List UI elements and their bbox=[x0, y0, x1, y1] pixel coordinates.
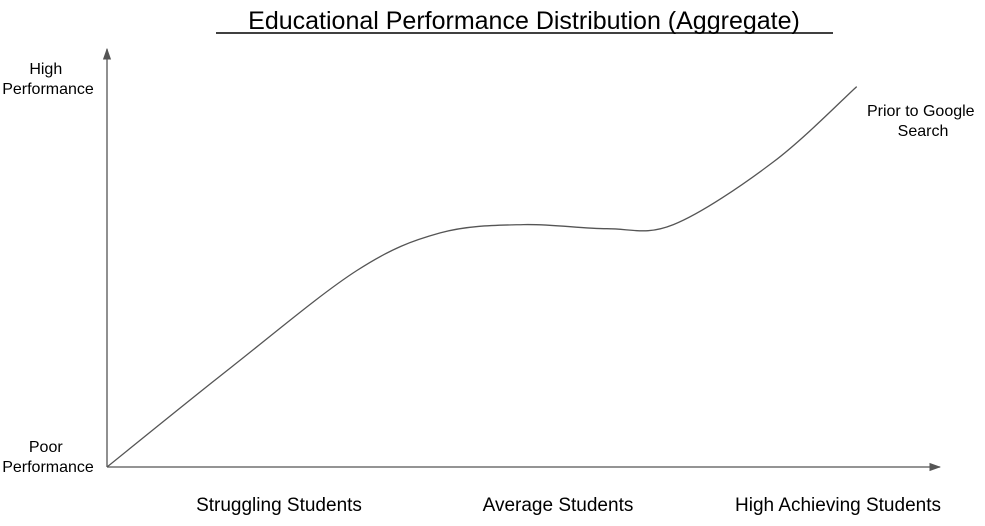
y-label-poor: Poor Performance bbox=[2, 439, 94, 476]
series-label-line-1: Prior to Google bbox=[867, 103, 975, 120]
x-label-average: Average Students bbox=[483, 495, 634, 516]
y-label-high-line-1: High bbox=[29, 61, 62, 78]
y-label-poor-line-2: Performance bbox=[2, 459, 94, 476]
chart-title: Educational Performance Distribution (Ag… bbox=[248, 7, 800, 35]
x-label-struggling: Struggling Students bbox=[196, 495, 362, 516]
series-label: Prior to Google Search bbox=[867, 103, 979, 140]
series-label-line-2: Search bbox=[898, 123, 949, 140]
y-label-high-line-2: Performance bbox=[2, 81, 94, 98]
y-label-high: High Performance bbox=[2, 61, 94, 98]
series-line-prior-to-google-search bbox=[106, 86, 858, 468]
y-label-poor-line-1: Poor bbox=[29, 439, 63, 456]
x-label-high-achieving: High Achieving Students bbox=[735, 495, 941, 516]
